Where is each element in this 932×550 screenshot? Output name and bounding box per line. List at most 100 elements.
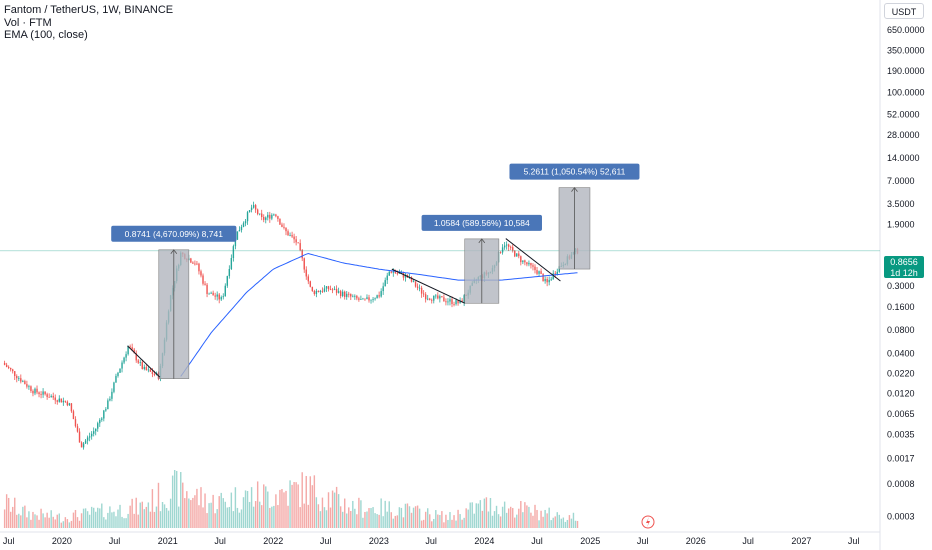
measure-tool: 1.0584 (589.56%) 10,584 [421,214,542,304]
candle [402,272,405,278]
candle [273,214,275,216]
volume-bar [218,496,220,528]
volume-bar [265,486,267,528]
candle [3,362,6,365]
events-flash-icon[interactable] [641,515,655,529]
volume-bar [356,514,358,528]
currency-button[interactable]: USDT [884,3,924,19]
volume-bar [429,514,431,528]
volume-bar [200,487,202,528]
candle [319,290,322,293]
volume-bar [433,518,435,528]
volume-bar [562,517,565,528]
volume-bar [358,497,360,528]
volume-bar [341,511,344,528]
candle [34,388,36,394]
volume-bar [447,519,449,528]
volume-bar [285,490,287,528]
volume-bar [119,504,121,528]
candle [263,217,265,220]
volume-bar [554,516,556,528]
volume-bar [14,497,16,528]
volume-bar [228,506,231,528]
volume-bar [145,506,148,528]
candle [516,253,518,257]
volume-bar [175,470,178,528]
candle [60,398,63,403]
candle [499,251,502,253]
volume-bar [396,515,399,528]
candle [380,291,382,297]
candle [303,258,305,270]
ema-indicator-label[interactable]: EMA (100, close) [4,29,88,41]
volume-bar [281,489,283,528]
volume-bar [252,506,255,528]
volume-bar [420,520,423,528]
candle [392,271,395,273]
volume-bar [512,508,514,528]
volume-bar [78,520,81,528]
candle [459,300,461,304]
candle [74,419,77,427]
candle [329,289,332,290]
volume-bar [574,520,577,528]
volume-bar [42,513,44,528]
volume-bar [576,520,579,528]
volume-bars [3,470,579,528]
candle [512,247,514,251]
candle [137,360,139,363]
chart-legend: Fantom / TetherUS, 1W, BINANCE Vol · FTM… [4,4,173,42]
volume-bar [22,506,24,528]
candle [271,214,273,219]
candle [198,263,200,272]
volume-bar [190,500,192,528]
candle [103,410,105,419]
volume-bar [386,511,388,528]
volume-bar [7,497,10,528]
price-tick-label: 0.0035 [887,430,915,440]
candle [453,304,455,305]
volume-bar [412,507,415,528]
volume-bar [76,517,79,528]
candle [344,291,346,297]
candle [530,262,532,266]
candle [366,297,368,299]
candle [331,289,334,291]
time-tick-label: 2026 [686,536,706,546]
volume-bar [455,520,457,528]
volume-bar [84,508,87,528]
candle [236,231,239,240]
candle [204,283,206,285]
volume-bar [552,517,554,528]
candle [129,346,131,348]
volume-bar [431,521,433,528]
volume-bar [427,508,429,528]
candle [291,235,293,237]
volume-bar [289,480,291,528]
volume-bar [382,516,384,528]
candle [147,369,150,371]
volume-bar [184,498,186,528]
candle [5,364,8,367]
volume-bar [194,495,196,528]
volume-indicator-label[interactable]: Vol · FTM [4,16,52,29]
candle [327,286,330,290]
volume-bar [414,506,417,528]
candle [240,226,243,231]
volume-bar [372,507,374,528]
candle [554,273,556,275]
candle [48,396,50,398]
measure-label-bg [509,163,640,180]
candle [200,271,202,276]
candle [97,423,99,429]
candle [62,400,65,403]
volume-bar [283,492,285,528]
volume-bar [354,508,356,528]
volume-bar [271,506,273,528]
volume-bar [38,519,40,528]
volume-bar [80,513,83,528]
volume-bar [339,506,342,528]
time-tick-label: 2027 [791,536,811,546]
candle [38,392,40,395]
